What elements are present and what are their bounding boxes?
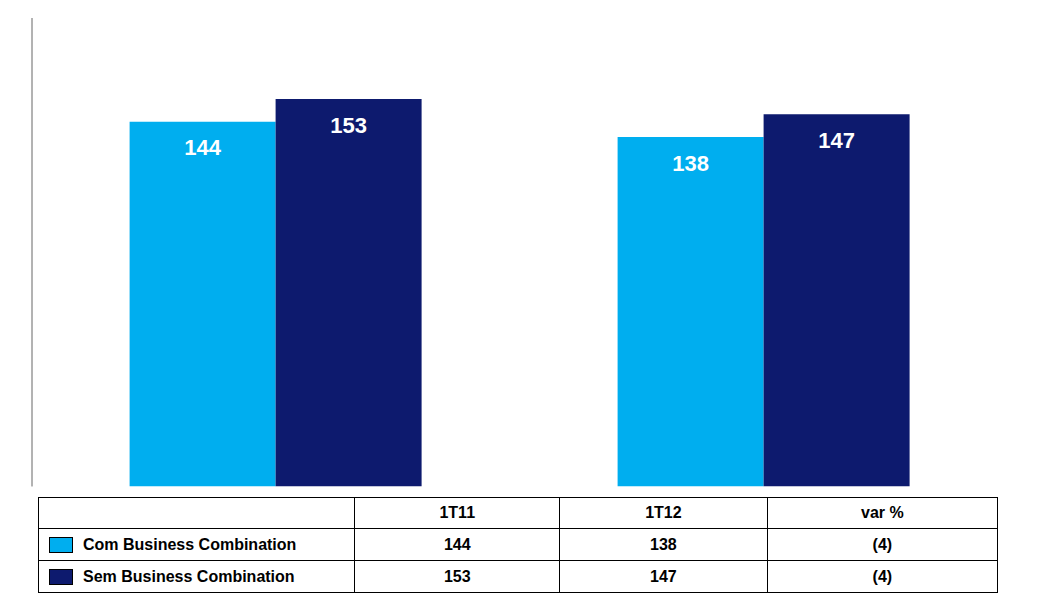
html-text:153: 153 [443, 567, 471, 585]
html-text:144: 144 [443, 535, 471, 553]
html-text:(4): (4) [872, 567, 893, 585]
html-text:var %: var % [861, 504, 904, 522]
html-text:Com Business Combination: Com Business Combination [83, 536, 297, 554]
html-text:1T12: 1T12 [645, 504, 682, 522]
html-text:1T11: 1T11 [439, 504, 475, 522]
svg-text:153: 153 [330, 113, 367, 138]
svg-text:147: 147 [818, 128, 855, 153]
svg-text:144: 144 [184, 135, 221, 160]
svg-text:138: 138 [672, 151, 709, 176]
html-text:147: 147 [650, 567, 677, 585]
html-text:Sem Business Combination: Sem Business Combination [83, 568, 295, 585]
html-text:(4): (4) [872, 535, 893, 553]
html-text:138: 138 [650, 535, 677, 553]
